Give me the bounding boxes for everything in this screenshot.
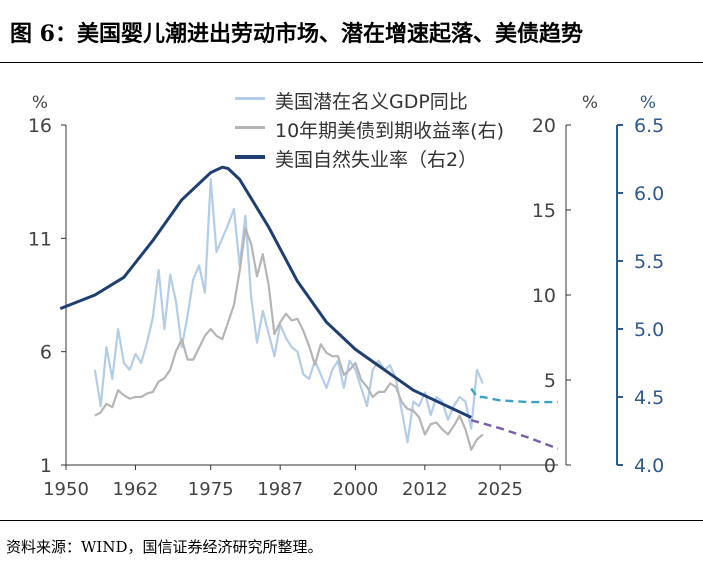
right2-axis-tick-label: 5.0 [634, 319, 664, 341]
x-axis-tick-label: 1962 [113, 479, 159, 500]
source-note: 资料来源：WIND，国信证券经济研究所整理。 [6, 538, 323, 556]
left-axis-unit: % [32, 93, 48, 113]
right2-axis-tick-label: 6.5 [634, 115, 664, 137]
x-axis-tick-label: 1950 [43, 479, 89, 500]
right2-axis-unit: % [640, 93, 656, 113]
x-axis-tick-label: 1987 [257, 479, 303, 500]
natural-unemployment-line [59, 165, 472, 419]
left-axis-tick-label: 16 [28, 115, 52, 137]
x-axis-tick-label: 2012 [402, 479, 448, 500]
x-axis-tick-label: 2025 [477, 479, 523, 500]
source-divider [0, 520, 703, 521]
potential-gdp-line [93, 178, 484, 444]
title-divider [0, 62, 703, 63]
legend-swatch-natural-unemployment [235, 155, 265, 159]
legend-label-natural-unemployment: 美国自然失业率（右2） [275, 149, 478, 171]
right-axis-tick-label: 0 [544, 455, 556, 477]
treasury-projection-line [470, 387, 558, 404]
left-axis-tick-label: 11 [28, 228, 52, 250]
right-axis-tick-label: 15 [532, 200, 556, 222]
legend-item-natural-unemployment: 美国自然失业率（右2） [235, 145, 565, 171]
legend-swatch-potential-gdp [235, 97, 265, 100]
left-axis-tick-label: 1 [40, 455, 52, 477]
legend-item-treasury-yield: 10年期美债到期收益率(右) [235, 116, 565, 142]
legend-label-treasury-yield: 10年期美债到期收益率(右) [275, 120, 505, 142]
right2-axis-tick-label: 6.0 [634, 183, 664, 205]
right-axis-unit: % [582, 93, 598, 113]
right2-axis-tick-label: 4.0 [634, 455, 664, 477]
x-axis-tick-label: 2000 [333, 479, 379, 500]
treasury-yield-line [94, 227, 484, 451]
left-axis-tick-label: 6 [40, 342, 52, 364]
unemployment-projection-line [470, 418, 559, 450]
right-axis-tick-label: 20 [532, 115, 556, 137]
chart-title: 图 6：美国婴儿潮进出劳动市场、潜在增速起落、美债趋势 [10, 21, 583, 47]
x-axis-tick-label: 1975 [188, 479, 234, 500]
legend-item-potential-gdp: 美国潜在名义GDP同比 [235, 87, 565, 113]
right-axis-tick-label: 5 [544, 370, 556, 392]
legend-swatch-treasury-yield [235, 126, 265, 129]
right-axis-tick-label: 10 [532, 285, 556, 307]
right2-axis-tick-label: 4.5 [634, 387, 664, 409]
legend-label-potential-gdp: 美国潜在名义GDP同比 [275, 91, 468, 113]
right2-axis-tick-label: 5.5 [634, 251, 664, 273]
